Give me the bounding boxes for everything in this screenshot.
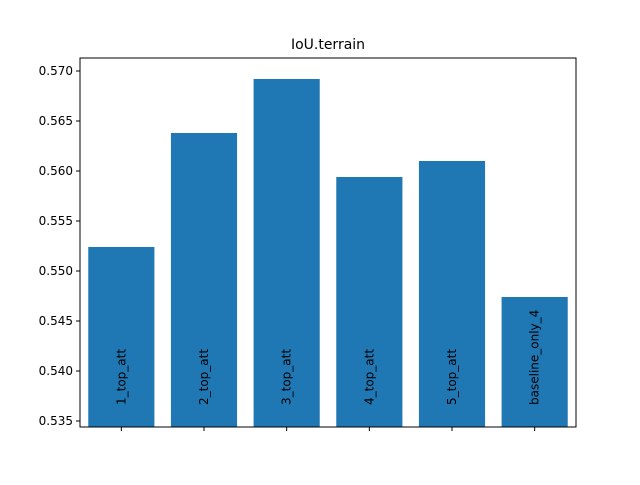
y-tick-label: 0.550	[39, 264, 73, 278]
y-tick-label: 0.565	[39, 114, 73, 128]
y-tick-label: 0.535	[39, 414, 73, 428]
y-tick-label: 0.545	[39, 314, 73, 328]
bar-category-label: 5_top_att	[445, 349, 459, 405]
plot-frame	[79, 57, 577, 428]
chart-title: IoU.terrain	[291, 37, 365, 53]
bar	[253, 79, 320, 427]
bar	[88, 247, 155, 427]
x-axis	[120, 427, 536, 431]
y-tick-label: 0.540	[39, 364, 73, 378]
bar-category-label: 3_top_att	[280, 349, 294, 405]
bar	[336, 177, 403, 427]
bar-category-label: baseline_only_4	[528, 310, 542, 405]
y-tick-label: 0.570	[39, 64, 73, 78]
y-tick-label: 0.560	[39, 164, 73, 178]
bar-category-label: 1_top_att	[114, 349, 128, 405]
y-axis: 0.535 0.540 0.545 0.550 0.555 0.560 0.565 0.570	[39, 64, 80, 428]
bar	[170, 133, 238, 427]
y-tick-label: 0.555	[39, 214, 73, 228]
bar-category-label: 2_top_att	[197, 349, 211, 405]
bar-category-label: 4_top_att	[362, 349, 376, 405]
bar	[501, 297, 568, 427]
bar	[418, 161, 486, 427]
bars-layer: 1_top_att 2_top_att 3_top_att 4_top_att 5_to…	[88, 79, 568, 427]
